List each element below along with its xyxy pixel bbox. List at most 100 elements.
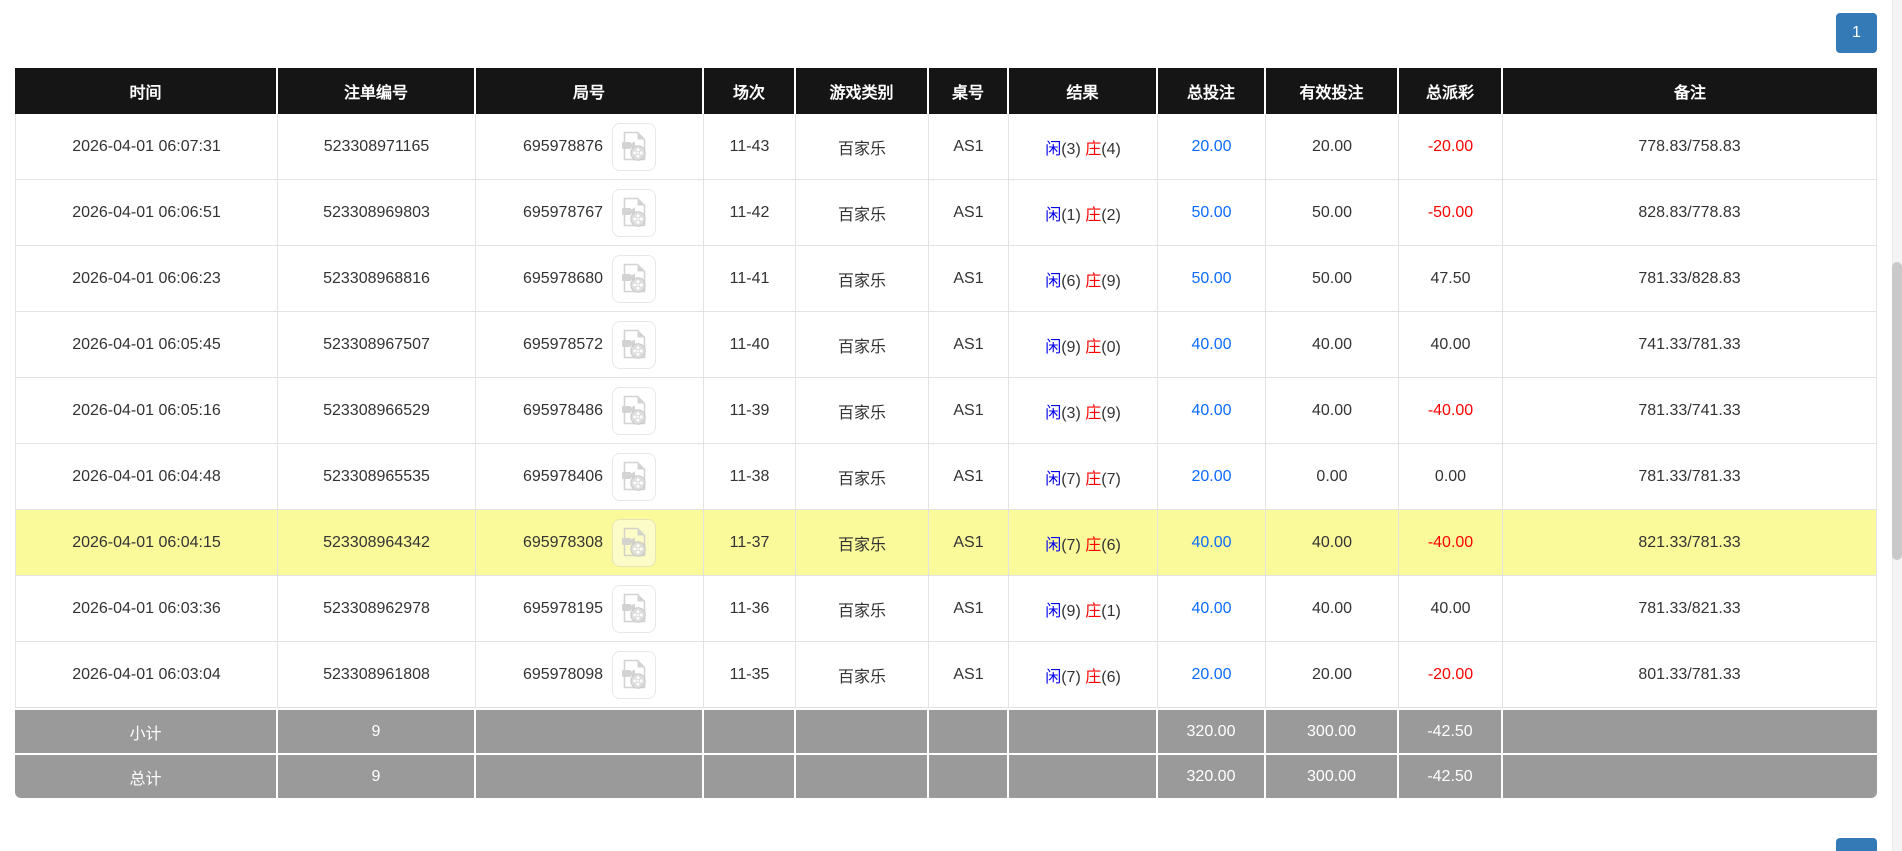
video-replay-button[interactable]: [612, 518, 657, 567]
cell-session: 11-42: [704, 180, 796, 246]
result-banker-label: 庄: [1085, 140, 1102, 158]
cell-game-type: 百家乐: [796, 576, 929, 642]
result-player-score: (1): [1061, 206, 1086, 224]
cell-payout: -40.00: [1399, 378, 1503, 444]
cell-table-no: AS1: [929, 114, 1009, 180]
grand-total-row-cell-bet_id: 9: [278, 753, 476, 798]
cell-result: 闲(1) 庄(2): [1009, 180, 1158, 246]
round-id-text: 695978767: [522, 203, 604, 221]
cell-table-no: AS1: [929, 576, 1009, 642]
cell-bet-id: 523308968816: [278, 246, 476, 312]
video-replay-button[interactable]: [612, 452, 657, 501]
video-replay-button[interactable]: [612, 584, 657, 633]
result-player-score: (7): [1061, 536, 1086, 554]
cell-valid-bet: 40.00: [1266, 576, 1399, 642]
bet-records-table: 时间 注单编号 局号 场次 游戏类别 桌号 结果 总投注 有效投注 总派彩 备注 2026-04-0…: [15, 68, 1877, 798]
cell-total-bet: 40.00: [1158, 576, 1266, 642]
cell-payout: 0.00: [1399, 444, 1503, 510]
pagination-page-1-button-bottom[interactable]: 1: [1836, 838, 1877, 851]
grand-total-row-cell-result: [1009, 753, 1158, 798]
col-header-game_type: 游戏类别: [796, 68, 929, 114]
table-row[interactable]: 2026-04-01 06:03:36 523308962978 695978195…: [15, 576, 1877, 642]
video-replay-icon: [621, 329, 648, 360]
cell-round-id: 695978680: [476, 246, 704, 312]
result-player-score: (9): [1061, 338, 1086, 356]
cell-bet-id: 523308965535: [278, 444, 476, 510]
subtotal-row-cell-remark: [1503, 708, 1877, 753]
video-replay-icon: [621, 593, 648, 624]
video-replay-button[interactable]: [612, 122, 657, 171]
video-replay-button[interactable]: [612, 386, 657, 435]
cell-session: 11-36: [704, 576, 796, 642]
round-id-text: 695978876: [522, 137, 604, 155]
result-banker-label: 庄: [1085, 536, 1102, 554]
table-row[interactable]: 2026-04-01 06:06:23 523308968816 695978680…: [15, 246, 1877, 312]
result-banker-score: (9): [1101, 404, 1121, 422]
cell-payout: -20.00: [1399, 642, 1503, 708]
cell-table-no: AS1: [929, 246, 1009, 312]
video-replay-button[interactable]: [612, 254, 657, 303]
col-header-remark: 备注: [1503, 68, 1877, 114]
cell-remark: 781.33/781.33: [1503, 444, 1877, 510]
col-header-round_id: 局号: [476, 68, 704, 114]
col-header-session: 场次: [704, 68, 796, 114]
result-player-label: 闲: [1045, 140, 1062, 158]
video-replay-button[interactable]: [612, 320, 657, 369]
cell-result: 闲(7) 庄(7): [1009, 444, 1158, 510]
cell-total-bet: 20.00: [1158, 642, 1266, 708]
cell-table-no: AS1: [929, 510, 1009, 576]
result-player-label: 闲: [1045, 668, 1062, 686]
video-replay-icon: [621, 395, 648, 426]
vertical-scrollbar-track[interactable]: [1892, 0, 1902, 851]
video-replay-button[interactable]: [612, 188, 657, 237]
video-replay-button[interactable]: [612, 650, 657, 699]
result-banker-score: (4): [1101, 140, 1121, 158]
cell-game-type: 百家乐: [796, 378, 929, 444]
subtotal-row-cell-payout: -42.50: [1399, 708, 1503, 753]
table-header-row: 时间 注单编号 局号 场次 游戏类别 桌号 结果 总投注 有效投注 总派彩 备注: [15, 68, 1877, 114]
result-player-label: 闲: [1045, 338, 1062, 356]
cell-game-type: 百家乐: [796, 510, 929, 576]
cell-result: 闲(7) 庄(6): [1009, 642, 1158, 708]
table-row[interactable]: 2026-04-01 06:07:31 523308971165 695978876…: [15, 114, 1877, 180]
cell-session: 11-41: [704, 246, 796, 312]
cell-valid-bet: 40.00: [1266, 312, 1399, 378]
cell-time: 2026-04-01 06:05:45: [15, 312, 278, 378]
cell-session: 11-37: [704, 510, 796, 576]
video-replay-icon: [621, 659, 648, 690]
cell-payout: -40.00: [1399, 510, 1503, 576]
video-replay-icon: [621, 131, 648, 162]
result-banker-label: 庄: [1085, 470, 1102, 488]
cell-time: 2026-04-01 06:04:48: [15, 444, 278, 510]
result-player-label: 闲: [1045, 272, 1062, 290]
cell-bet-id: 523308962978: [278, 576, 476, 642]
cell-session: 11-43: [704, 114, 796, 180]
cell-game-type: 百家乐: [796, 180, 929, 246]
table-row[interactable]: 2026-04-01 06:03:04 523308961808 695978098…: [15, 642, 1877, 708]
table-row[interactable]: 2026-04-01 06:05:45 523308967507 695978572…: [15, 312, 1877, 378]
cell-payout: 40.00: [1399, 576, 1503, 642]
cell-payout: 47.50: [1399, 246, 1503, 312]
table-row[interactable]: 2026-04-01 06:04:48 523308965535 695978406…: [15, 444, 1877, 510]
result-player-label: 闲: [1045, 404, 1062, 422]
round-id-text: 695978486: [522, 401, 604, 419]
table-header: 时间 注单编号 局号 场次 游戏类别 桌号 结果 总投注 有效投注 总派彩 备注: [15, 68, 1877, 114]
col-header-payout: 总派彩: [1399, 68, 1503, 114]
result-banker-score: (7): [1101, 470, 1121, 488]
cell-table-no: AS1: [929, 444, 1009, 510]
table-row[interactable]: 2026-04-01 06:04:15 523308964342 695978308…: [15, 510, 1877, 576]
cell-result: 闲(6) 庄(9): [1009, 246, 1158, 312]
vertical-scrollbar-thumb[interactable]: [1892, 262, 1902, 560]
pagination-page-1-button-top[interactable]: 1: [1836, 13, 1877, 53]
result-banker-label: 庄: [1085, 404, 1102, 422]
cell-bet-id: 523308971165: [278, 114, 476, 180]
table-row[interactable]: 2026-04-01 06:05:16 523308966529 695978486…: [15, 378, 1877, 444]
video-replay-icon: [621, 197, 648, 228]
cell-round-id: 695978572: [476, 312, 704, 378]
table-row[interactable]: 2026-04-01 06:06:51 523308969803 695978767…: [15, 180, 1877, 246]
grand-total-row: 总计 9 320.00 300.00 -42.50: [15, 753, 1877, 798]
result-player-label: 闲: [1045, 602, 1062, 620]
video-replay-icon: [621, 263, 648, 294]
cell-time: 2026-04-01 06:07:31: [15, 114, 278, 180]
round-id-text: 695978406: [522, 467, 604, 485]
